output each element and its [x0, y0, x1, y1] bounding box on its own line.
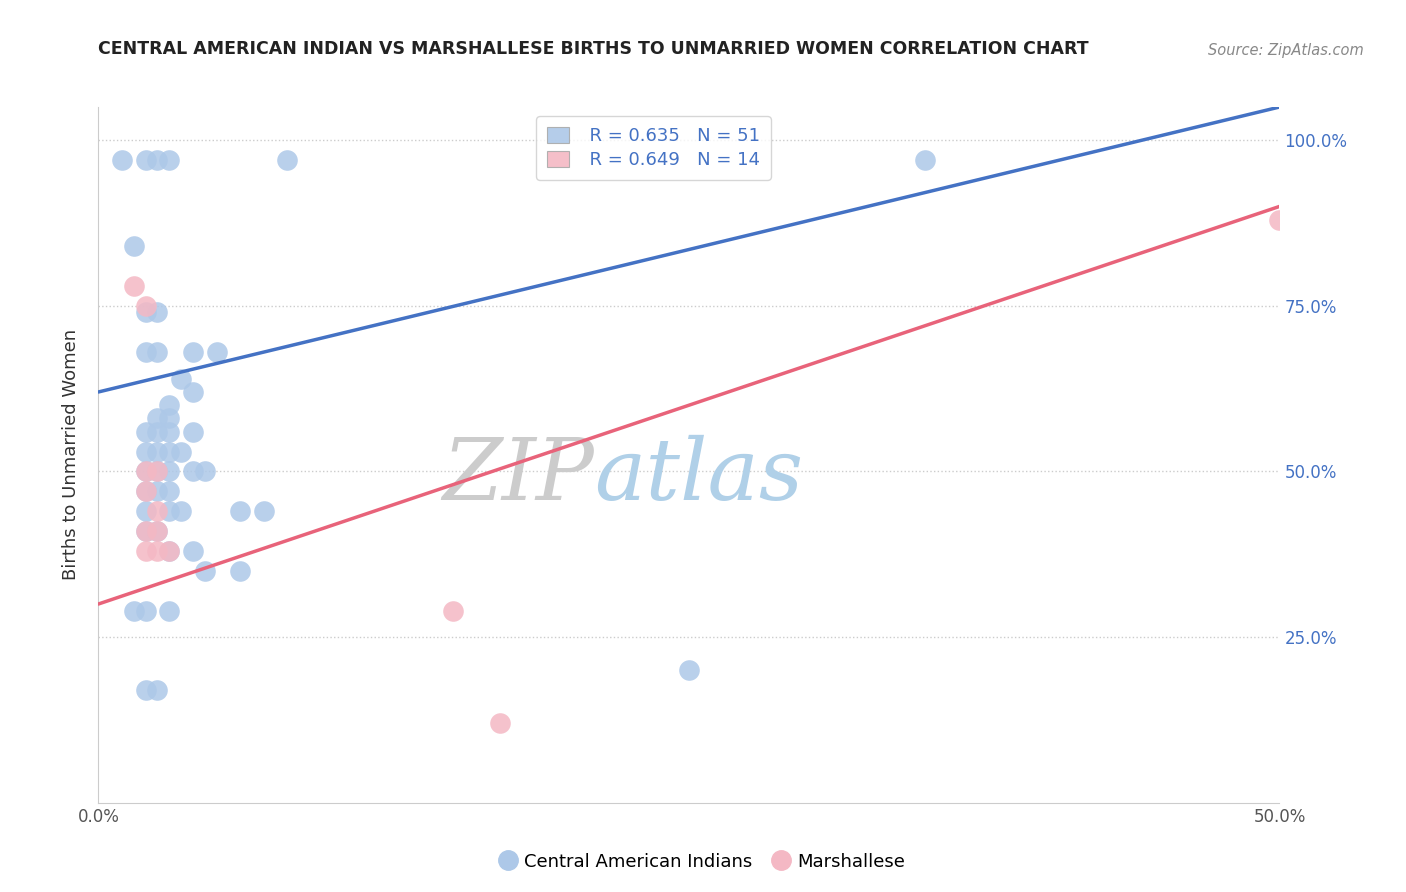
Point	[146, 305, 169, 319]
Point	[157, 544, 180, 558]
Point	[170, 444, 193, 458]
Point	[157, 153, 180, 167]
Point	[441, 604, 464, 618]
Point	[146, 444, 169, 458]
Point	[181, 465, 204, 479]
Point	[146, 484, 169, 499]
Point	[135, 544, 157, 558]
Point	[135, 524, 157, 538]
Point	[135, 484, 157, 499]
Text: atlas: atlas	[595, 434, 804, 517]
Point	[170, 504, 193, 518]
Point	[157, 398, 180, 412]
Point	[205, 345, 228, 359]
Point	[135, 444, 157, 458]
Point	[157, 544, 180, 558]
Point	[678, 663, 700, 677]
Point	[157, 465, 180, 479]
Point	[157, 484, 180, 499]
Point	[146, 504, 169, 518]
Point	[146, 544, 169, 558]
Point	[135, 425, 157, 439]
Point	[489, 716, 512, 731]
Point	[146, 465, 169, 479]
Point	[135, 465, 157, 479]
Point	[146, 524, 169, 538]
Point	[146, 411, 169, 425]
Point	[146, 425, 169, 439]
Point	[122, 239, 145, 253]
Point	[170, 372, 193, 386]
Legend: Central American Indians, Marshallese: Central American Indians, Marshallese	[494, 846, 912, 879]
Point	[146, 345, 169, 359]
Text: Source: ZipAtlas.com: Source: ZipAtlas.com	[1208, 43, 1364, 58]
Point	[253, 504, 276, 518]
Point	[135, 524, 157, 538]
Point	[181, 425, 204, 439]
Point	[135, 153, 157, 167]
Point	[181, 384, 204, 399]
Point	[146, 683, 169, 698]
Point	[135, 484, 157, 499]
Point	[157, 504, 180, 518]
Point	[146, 524, 169, 538]
Point	[194, 465, 217, 479]
Point	[194, 564, 217, 578]
Point	[111, 153, 134, 167]
Point	[146, 465, 169, 479]
Point	[181, 345, 204, 359]
Y-axis label: Births to Unmarried Women: Births to Unmarried Women	[62, 329, 80, 581]
Point	[135, 305, 157, 319]
Point	[1268, 212, 1291, 227]
Point	[914, 153, 936, 167]
Point	[135, 465, 157, 479]
Point	[181, 544, 204, 558]
Point	[135, 604, 157, 618]
Point	[122, 604, 145, 618]
Point	[135, 504, 157, 518]
Point	[135, 683, 157, 698]
Point	[157, 604, 180, 618]
Point	[229, 564, 252, 578]
Text: ZIP: ZIP	[443, 434, 595, 517]
Text: CENTRAL AMERICAN INDIAN VS MARSHALLESE BIRTHS TO UNMARRIED WOMEN CORRELATION CHA: CENTRAL AMERICAN INDIAN VS MARSHALLESE B…	[98, 40, 1090, 58]
Point	[276, 153, 298, 167]
Point	[229, 504, 252, 518]
Point	[122, 279, 145, 293]
Point	[157, 444, 180, 458]
Point	[135, 345, 157, 359]
Point	[146, 153, 169, 167]
Point	[135, 299, 157, 313]
Point	[157, 411, 180, 425]
Point	[157, 425, 180, 439]
Legend:   R = 0.635   N = 51,   R = 0.649   N = 14: R = 0.635 N = 51, R = 0.649 N = 14	[536, 116, 770, 179]
